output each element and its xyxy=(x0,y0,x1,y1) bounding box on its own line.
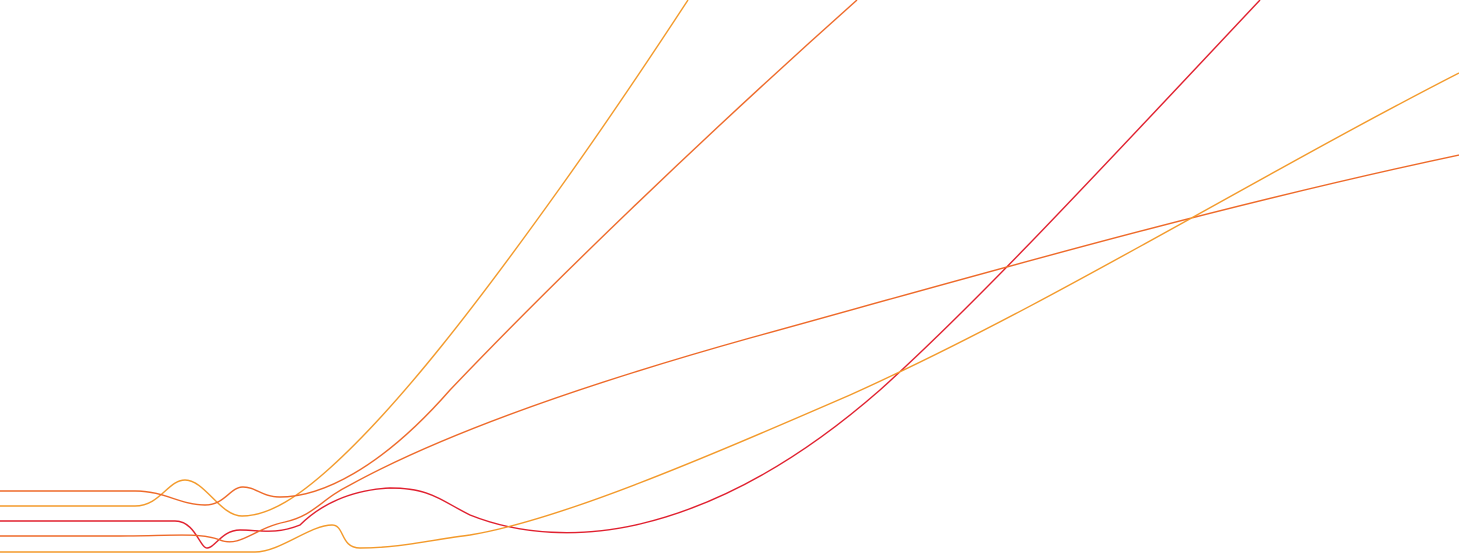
curve xyxy=(0,72,1459,553)
curve xyxy=(0,0,858,506)
curve xyxy=(0,154,1459,543)
curve xyxy=(0,0,689,517)
curve xyxy=(0,0,1261,549)
